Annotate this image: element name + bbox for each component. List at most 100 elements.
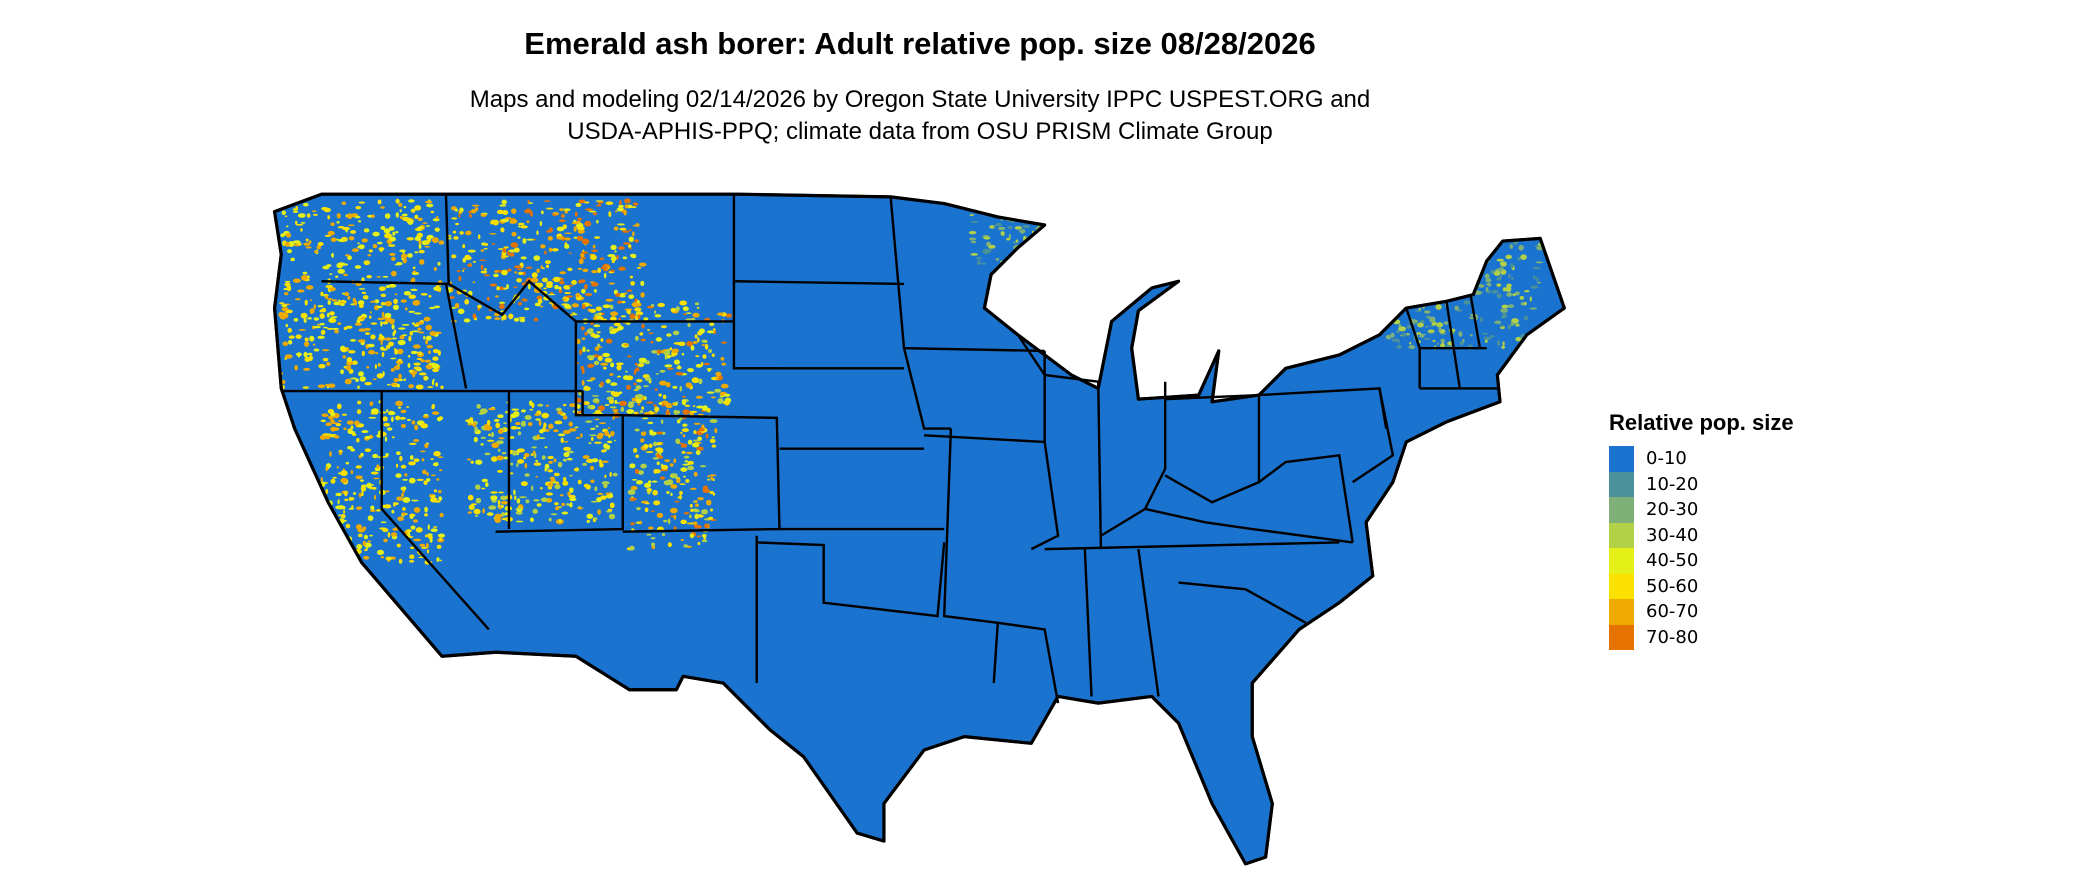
hotspot-mark xyxy=(596,497,602,503)
hotspot-mark xyxy=(1058,247,1063,250)
hotspot-mark xyxy=(969,230,977,235)
hotspot-mark xyxy=(995,222,1002,227)
hotspot-mark xyxy=(1154,261,1160,265)
hotspot-mark xyxy=(575,436,581,439)
hotspot-mark xyxy=(703,362,710,366)
hotspot-mark xyxy=(562,403,567,407)
hotspot-mark xyxy=(284,312,289,319)
hotspot-mark xyxy=(1417,322,1424,328)
hotspot-mark xyxy=(428,350,431,355)
hotspot-mark xyxy=(474,207,479,212)
hotspot-mark xyxy=(365,547,369,550)
hotspot-mark xyxy=(651,480,658,483)
hotspot-mark xyxy=(367,515,374,521)
hotspot-mark xyxy=(1529,296,1532,302)
hotspot-mark xyxy=(367,344,371,348)
hotspot-mark xyxy=(383,538,388,543)
hotspot-mark xyxy=(692,341,698,344)
hotspot-mark xyxy=(710,508,714,512)
hotspot-mark xyxy=(1381,316,1385,322)
hotspot-mark xyxy=(529,517,534,523)
hotspot-mark xyxy=(488,505,497,510)
hotspot-mark xyxy=(480,264,484,270)
hotspot-mark xyxy=(384,213,391,219)
hotspot-mark xyxy=(430,528,438,533)
hotspot-mark xyxy=(343,273,348,277)
hotspot-mark xyxy=(310,308,315,314)
state-boundary xyxy=(1100,381,1167,537)
hotspot-mark xyxy=(350,377,358,380)
hotspot-mark xyxy=(1384,249,1391,253)
hotspot-mark xyxy=(609,304,614,310)
hotspot-mark xyxy=(386,409,389,413)
hotspot-mark xyxy=(1510,277,1515,280)
hotspot-mark xyxy=(371,484,374,486)
hotspot-mark xyxy=(378,286,386,292)
hotspot-mark xyxy=(696,535,701,538)
hotspot-mark xyxy=(1022,224,1030,229)
hotspot-mark xyxy=(391,509,395,514)
hotspot-mark xyxy=(988,247,992,254)
hotspot-mark xyxy=(367,540,372,543)
hotspot-mark xyxy=(1032,257,1038,260)
hotspot-mark xyxy=(319,322,325,326)
hotspot-mark xyxy=(396,383,400,388)
hotspot-mark xyxy=(1519,295,1525,300)
hotspot-mark xyxy=(377,241,383,245)
hotspot-mark xyxy=(372,231,380,237)
hotspot-mark xyxy=(470,209,477,214)
hotspot-mark xyxy=(1457,293,1462,296)
hotspot-mark xyxy=(1414,254,1419,258)
hotspot-mark xyxy=(501,218,509,223)
hotspot-mark xyxy=(1413,289,1422,295)
hotspot-mark xyxy=(584,220,592,227)
hotspot-mark xyxy=(709,419,718,424)
hotspot-mark xyxy=(495,295,499,298)
hotspot-mark xyxy=(532,508,538,514)
hotspot-mark xyxy=(293,318,299,322)
hotspot-mark xyxy=(1133,266,1137,272)
hotspot-mark xyxy=(387,532,391,538)
hotspot-mark xyxy=(653,404,657,407)
hotspot-mark xyxy=(606,396,615,401)
hotspot-mark xyxy=(609,502,615,509)
hotspot-mark xyxy=(1425,277,1430,282)
hotspot-mark xyxy=(330,411,336,417)
hotspot-mark xyxy=(332,526,338,530)
hotspot-mark xyxy=(309,299,313,302)
hotspot-mark xyxy=(384,233,392,239)
hotspot-mark xyxy=(697,337,700,343)
hotspot-mark xyxy=(320,419,326,423)
hotspot-mark xyxy=(384,490,390,493)
hotspot-mark xyxy=(425,364,434,370)
hotspot-mark xyxy=(464,299,470,305)
hotspot-mark xyxy=(542,426,546,433)
hotspot-mark xyxy=(995,258,1000,261)
hotspot-mark xyxy=(642,417,649,420)
hotspot-mark xyxy=(1393,262,1401,266)
hotspot-mark xyxy=(634,335,639,341)
hotspot-mark xyxy=(1408,345,1416,350)
hotspot-mark xyxy=(285,323,289,328)
hotspot-mark xyxy=(1096,267,1103,272)
hotspot-mark xyxy=(586,379,593,382)
hotspot-mark xyxy=(690,487,697,490)
hotspot-mark xyxy=(295,223,304,226)
hotspot-mark xyxy=(326,298,333,301)
hotspot-mark xyxy=(473,436,478,443)
hotspot-mark xyxy=(317,241,324,246)
hotspot-mark xyxy=(1470,267,1475,271)
hotspot-mark xyxy=(1019,229,1026,234)
hotspot-mark xyxy=(1425,248,1434,251)
hotspot-mark xyxy=(605,390,612,393)
hotspot-mark xyxy=(655,337,662,342)
state-boundary xyxy=(444,283,468,389)
hotspot-mark xyxy=(544,446,548,449)
hotspot-mark xyxy=(1447,281,1456,285)
hotspot-mark xyxy=(591,282,599,287)
hotspot-mark xyxy=(380,556,385,559)
hotspot-mark xyxy=(581,337,586,340)
hotspot-mark xyxy=(640,463,647,469)
hotspot-mark xyxy=(552,481,559,484)
hotspot-mark xyxy=(644,507,649,513)
